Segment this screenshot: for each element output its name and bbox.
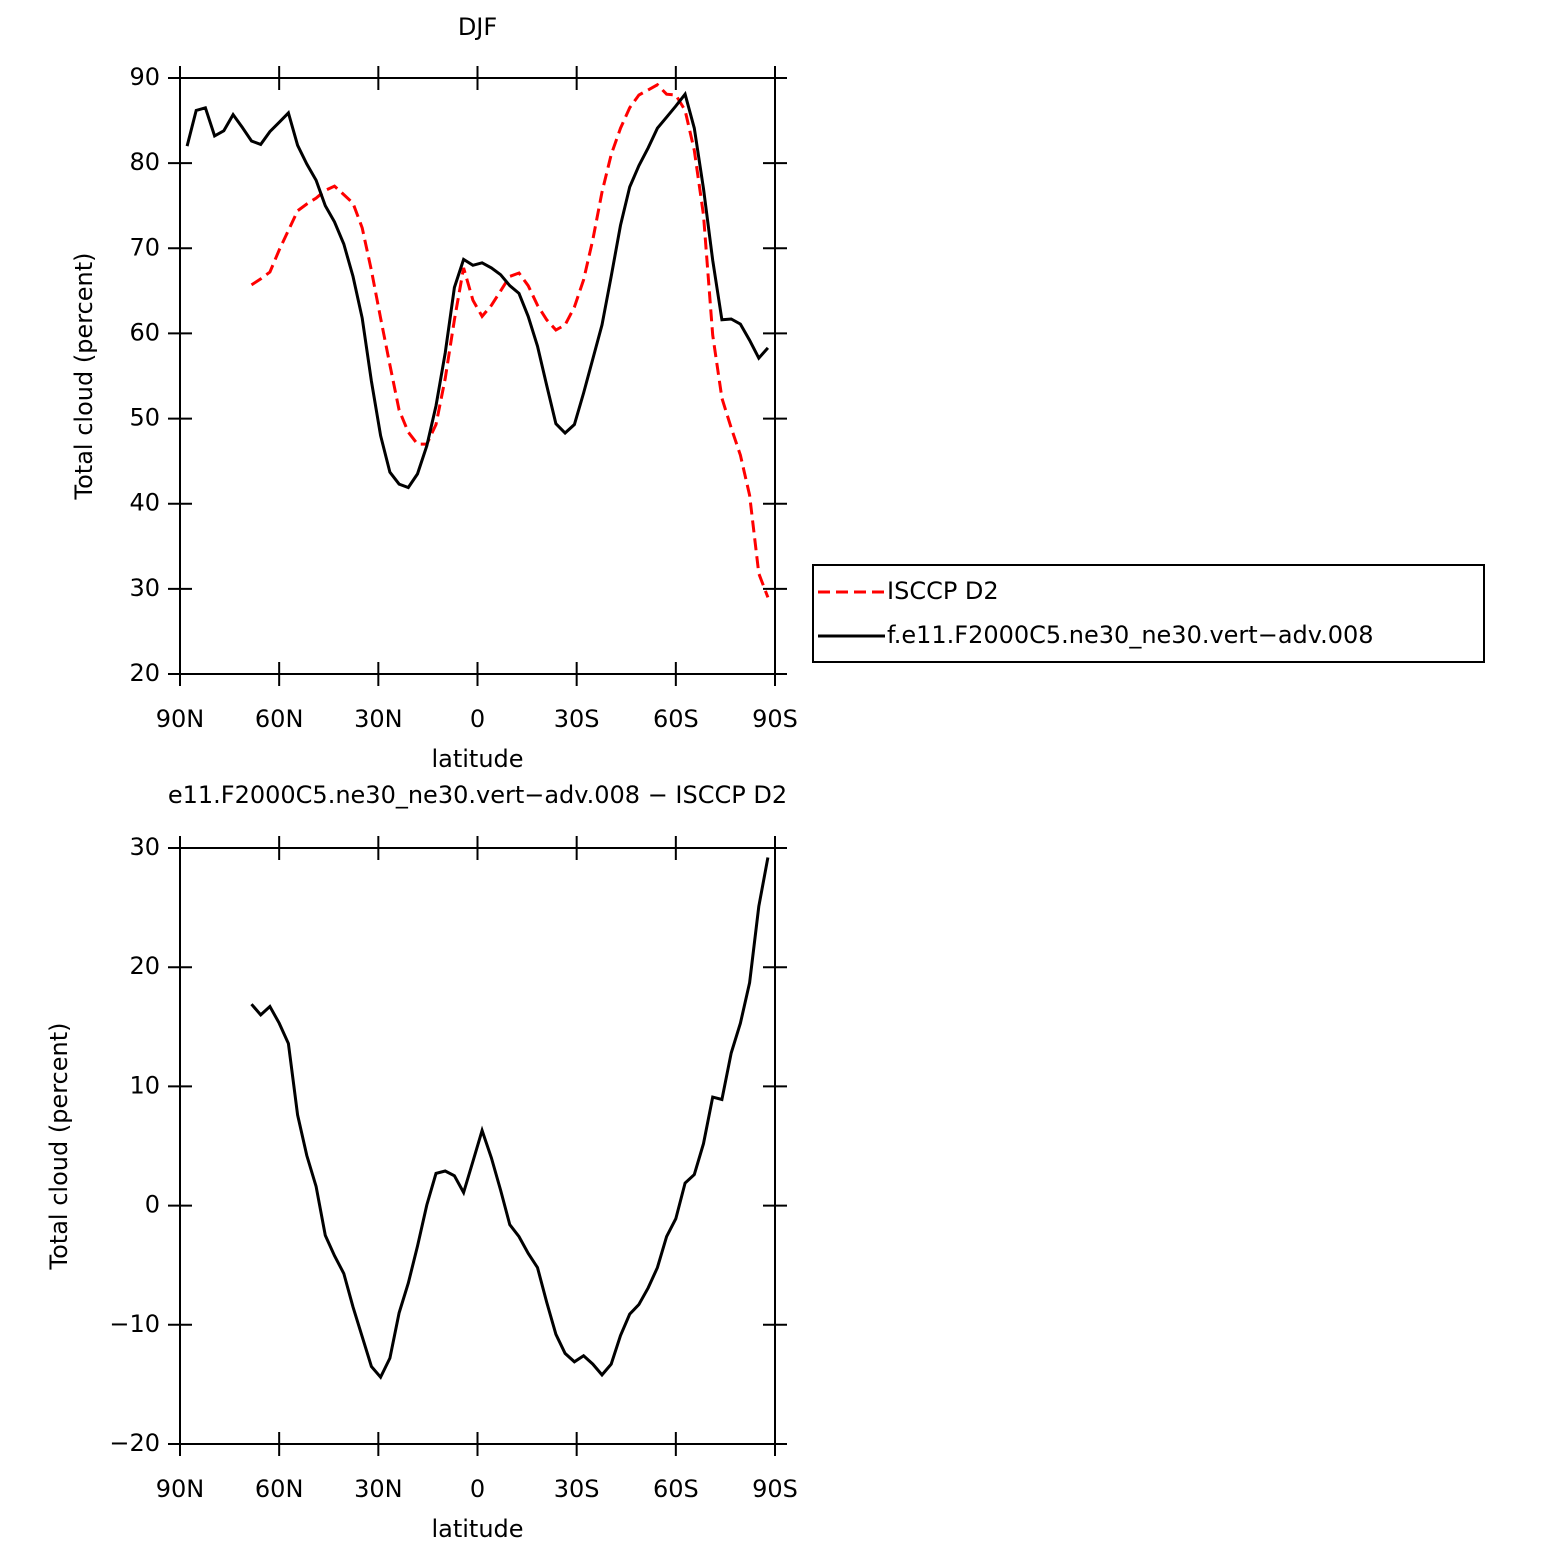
plot-frame	[179, 77, 776, 675]
data-line	[250, 857, 770, 1380]
y-tick-label: 60	[129, 318, 160, 346]
x-tick-label: 30S	[554, 705, 600, 733]
x-tick-label: 30S	[554, 1475, 600, 1503]
x-tick-label: 60S	[653, 705, 699, 733]
y-tick-label: 20	[129, 952, 160, 980]
chart-title: e11.F2000C5.ne30_ne30.vert−adv.008 − ISC…	[168, 781, 787, 809]
y-tick-label: 30	[129, 833, 160, 861]
x-axis-label: latitude	[431, 745, 523, 773]
y-tick-label: 0	[145, 1191, 160, 1219]
y-axis-label: Total cloud (percent)	[70, 253, 98, 501]
legend-box	[812, 564, 1485, 663]
y-tick-label: 20	[129, 659, 160, 687]
x-tick-label: 90S	[752, 1475, 798, 1503]
y-tick-label: 80	[129, 148, 160, 176]
legend-label: f.e11.F2000C5.ne30_ne30.vert−adv.008	[887, 621, 1374, 649]
y-tick-label: 70	[129, 233, 160, 261]
x-tick-label: 30N	[354, 705, 403, 733]
y-tick-label: −20	[109, 1429, 160, 1457]
y-axis-label: Total cloud (percent)	[45, 1023, 73, 1271]
x-tick-label: 0	[470, 1475, 485, 1503]
data-line	[185, 90, 770, 490]
x-tick-label: 60S	[653, 1475, 699, 1503]
y-tick-label: 10	[129, 1071, 160, 1099]
x-tick-label: 90S	[752, 705, 798, 733]
x-tick-label: 60N	[255, 705, 304, 733]
x-tick-label: 90N	[156, 1475, 205, 1503]
y-tick-label: 40	[129, 489, 160, 517]
chart-title: DJF	[458, 13, 497, 41]
y-tick-label: 90	[129, 63, 160, 91]
x-axis-label: latitude	[431, 1515, 523, 1543]
x-tick-label: 60N	[255, 1475, 304, 1503]
x-tick-label: 0	[470, 705, 485, 733]
y-tick-label: 50	[129, 404, 160, 432]
x-tick-label: 90N	[156, 705, 205, 733]
data-line	[250, 82, 770, 598]
legend-label: ISCCP D2	[887, 577, 999, 605]
x-tick-label: 30N	[354, 1475, 403, 1503]
y-tick-label: −10	[109, 1310, 160, 1338]
y-tick-label: 30	[129, 574, 160, 602]
